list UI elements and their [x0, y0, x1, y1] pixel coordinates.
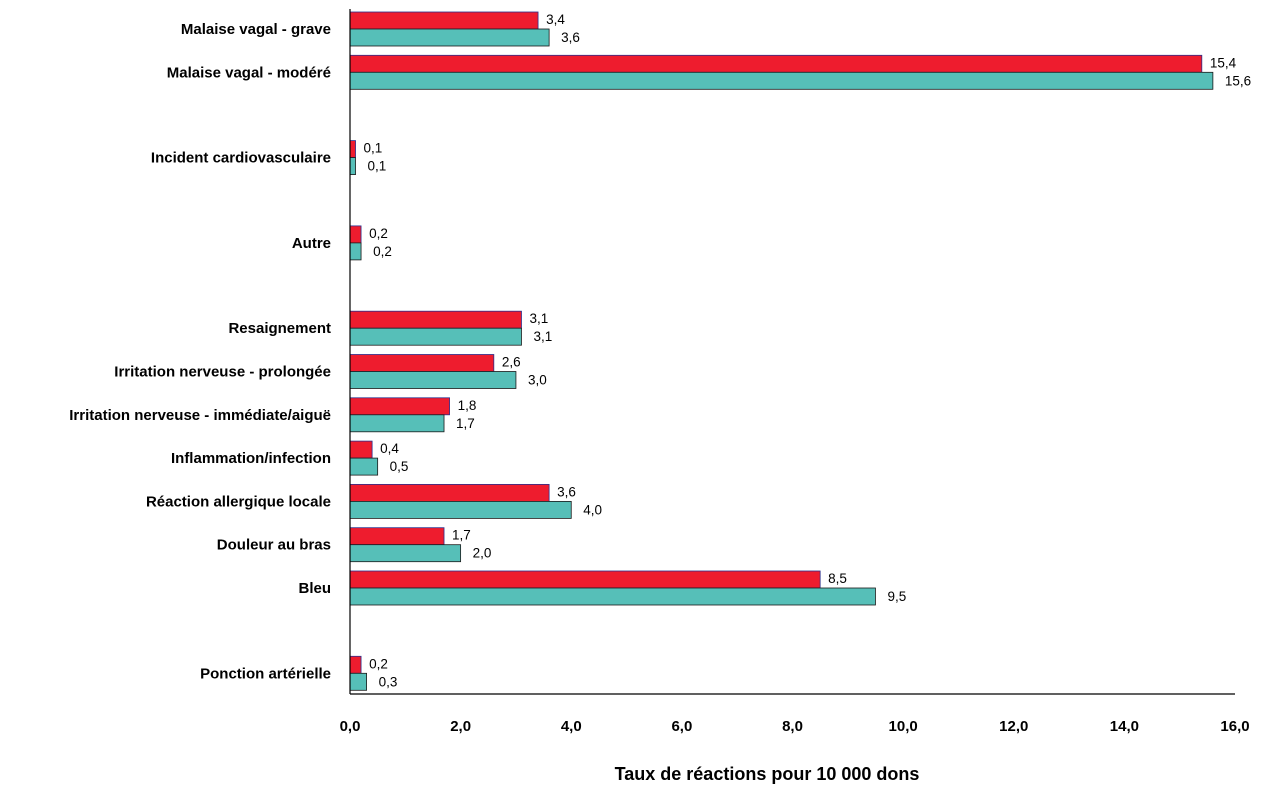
value-label-series2: 3,1: [533, 329, 552, 344]
value-label-series2: 0,5: [390, 459, 409, 474]
category-label: Inflammation/infection: [171, 450, 331, 467]
bar-series2: [349, 457, 379, 476]
bar-series2: [349, 327, 522, 346]
category-labels-layer: Malaise vagal - grave Malaise vagal - mod…: [69, 21, 331, 682]
value-label-series1: 1,8: [458, 398, 477, 413]
bar-series2: [349, 414, 445, 433]
value-label-series2: 9,5: [887, 589, 906, 604]
x-tick-label: 0,0: [340, 718, 361, 735]
x-tick-label: 12,0: [999, 718, 1028, 735]
value-label-series2: 1,7: [456, 416, 475, 431]
bar-series1: [349, 140, 356, 159]
value-labels-layer: 3,4 3,6 15,4 15,6 0,1 0,1 0,2 0,2 3,1 3,1 2,6 3,0 1,…: [364, 12, 1252, 689]
bar-series2: [349, 587, 876, 606]
category-label: Réaction allergique locale: [146, 493, 331, 510]
bar-series2: [349, 371, 517, 389]
bar-series2: [349, 242, 362, 261]
value-label-series1: 0,2: [369, 226, 388, 241]
category-label: Malaise vagal - modéré: [167, 64, 331, 81]
value-label-series2: 3,0: [528, 373, 547, 388]
bar-series1: [349, 570, 821, 589]
value-label-series1: 2,6: [502, 355, 521, 370]
axes-layer: 0,0 2,0 4,0 6,0 8,0 10,0 12,0 14,0 16,0: [340, 9, 1250, 735]
bar-series1: [349, 354, 495, 372]
bar-series2: [349, 500, 572, 519]
x-tick-label: 6,0: [671, 718, 692, 735]
category-label: Incident cardiovasculaire: [151, 150, 331, 167]
bar-series2: [349, 71, 1214, 90]
value-label-series1: 3,6: [557, 484, 576, 499]
category-label: Irritation nerveuse - prolongée: [114, 364, 331, 381]
value-label-series2: 0,2: [373, 244, 392, 259]
category-label: Ponction artérielle: [200, 665, 331, 682]
value-label-series1: 15,4: [1210, 55, 1237, 70]
bar-series2: [349, 28, 550, 47]
category-label: Irritation nerveuse - immédiate/aiguë: [69, 407, 331, 424]
bar-series1: [349, 225, 362, 244]
bar-series1: [349, 483, 550, 502]
bars-layer: [349, 11, 1214, 691]
bar-series2: [349, 544, 462, 563]
category-label: Malaise vagal - grave: [181, 21, 331, 38]
value-label-series2: 2,0: [473, 546, 492, 561]
category-label: Resaignement: [228, 320, 331, 337]
x-tick-label: 4,0: [561, 718, 582, 735]
value-label-series1: 0,4: [380, 441, 399, 456]
bar-series1: [349, 397, 450, 416]
value-label-series2: 0,3: [379, 674, 398, 689]
bar-series1: [349, 440, 373, 459]
value-label-series1: 3,4: [546, 12, 565, 27]
bar-series2: [349, 157, 356, 176]
x-tick-label: 10,0: [889, 718, 918, 735]
bar-series1: [349, 11, 539, 30]
category-label: Autre: [292, 235, 331, 252]
value-label-series1: 1,7: [452, 528, 471, 543]
bar-series1: [349, 54, 1203, 73]
value-label-series2: 0,1: [368, 159, 387, 174]
x-tick-label: 2,0: [450, 718, 471, 735]
bar-series1: [349, 527, 445, 546]
bar-series2: [349, 672, 367, 691]
x-tick-label: 8,0: [782, 718, 803, 735]
x-tick-label: 14,0: [1110, 718, 1139, 735]
value-label-series2: 4,0: [583, 502, 602, 517]
value-label-series1: 8,5: [828, 571, 847, 586]
bar-series1: [349, 310, 522, 329]
value-label-series2: 3,6: [561, 30, 580, 45]
value-label-series1: 0,2: [369, 656, 388, 671]
category-label: Douleur au bras: [217, 537, 331, 554]
bar-series1: [349, 655, 362, 674]
category-label: Bleu: [298, 580, 331, 597]
x-tick-label: 16,0: [1220, 718, 1249, 735]
value-label-series2: 15,6: [1225, 73, 1251, 88]
value-label-series1: 0,1: [364, 141, 383, 156]
x-axis-title: Taux de réactions pour 10 000 dons: [615, 764, 920, 784]
value-label-series1: 3,1: [529, 311, 548, 326]
